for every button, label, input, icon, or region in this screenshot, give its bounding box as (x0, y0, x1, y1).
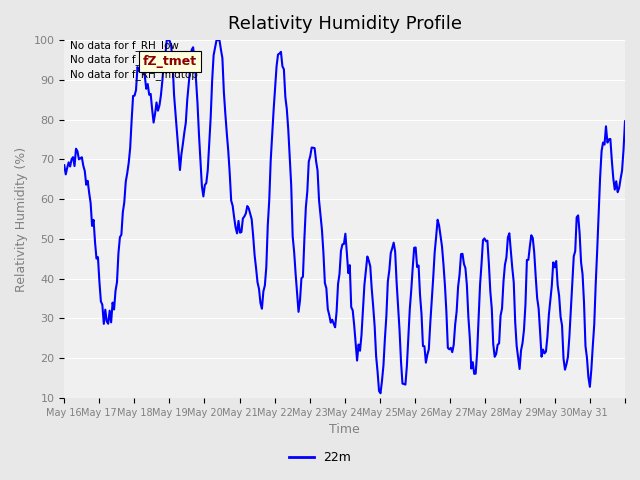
Text: No data for f_RH_low: No data for f_RH_low (70, 40, 179, 51)
Text: fZ_tmet: fZ_tmet (143, 55, 197, 68)
Text: No data for f_RH_midlow: No data for f_RH_midlow (70, 54, 198, 65)
Legend: 22m: 22m (284, 446, 356, 469)
X-axis label: Time: Time (329, 423, 360, 436)
Text: No data for f_RH_midtop: No data for f_RH_midtop (70, 69, 198, 80)
Title: Relativity Humidity Profile: Relativity Humidity Profile (228, 15, 461, 33)
Y-axis label: Relativity Humidity (%): Relativity Humidity (%) (15, 146, 28, 291)
